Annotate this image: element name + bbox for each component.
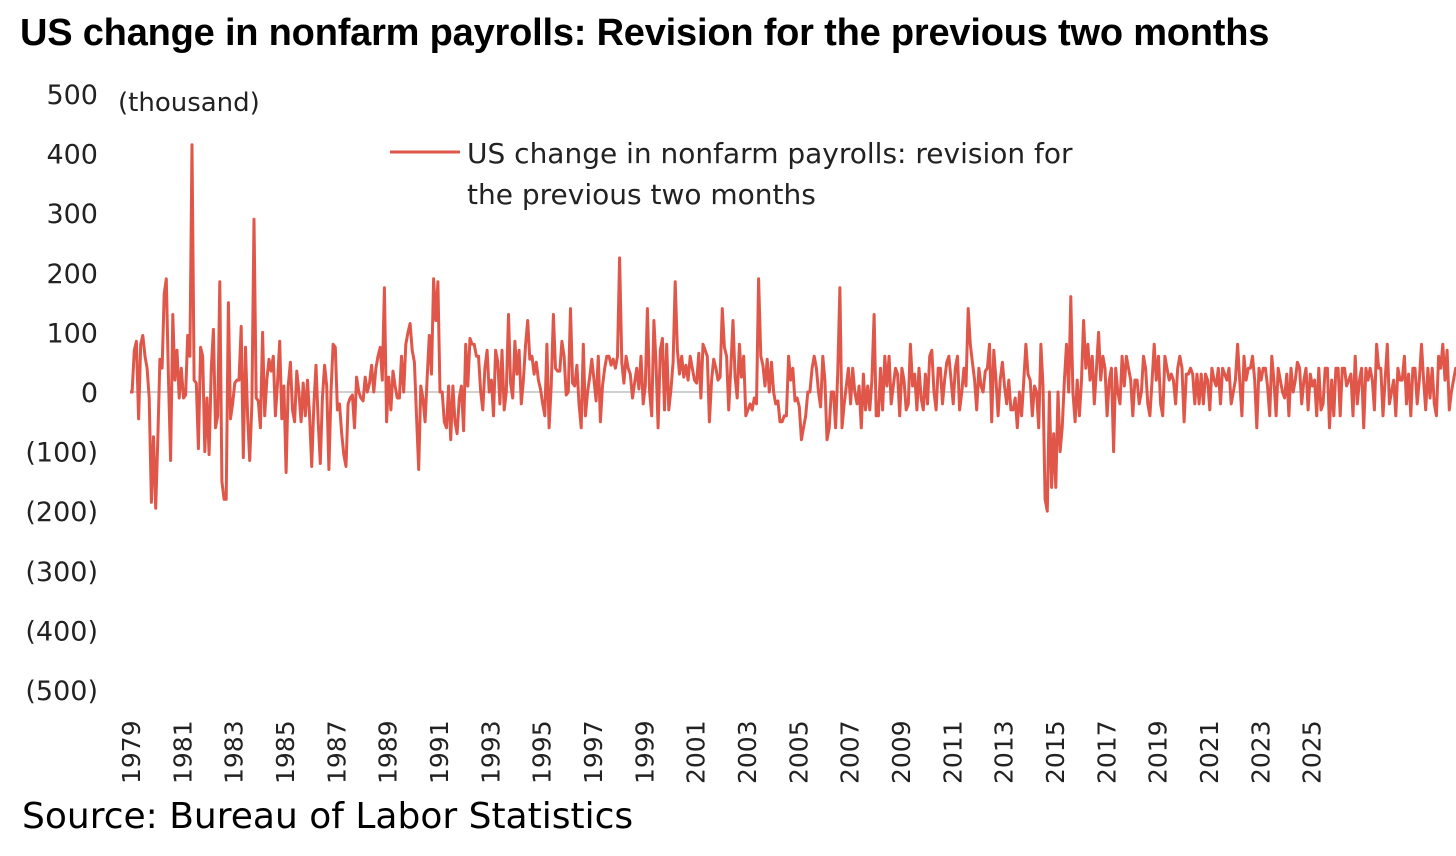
x-axis: 1979 1981 1983 1985 1987 1989 1991 1993 1995 1997…	[117, 720, 1327, 784]
y-axis-label: (thousand)	[118, 88, 260, 118]
x-tick-label: 2003	[733, 720, 762, 784]
y-tick-label: (400)	[25, 616, 98, 647]
y-tick-label: (300)	[25, 557, 98, 588]
y-tick-label: 0	[81, 378, 98, 409]
x-tick-label: 2025	[1298, 720, 1327, 784]
x-tick-label: 2011	[938, 720, 967, 784]
legend-label-line2: the previous two months	[467, 178, 816, 211]
y-axis: 500 400 300 200 100 0 (100) (200) (300) (400) (500…	[25, 80, 98, 707]
x-tick-label: 2023	[1246, 720, 1275, 784]
legend: US change in nonfarm payrolls: revision …	[390, 137, 1073, 211]
y-tick-label: (100)	[25, 438, 98, 469]
legend-label-line1: US change in nonfarm payrolls: revision …	[467, 137, 1073, 170]
x-tick-label: 2017	[1092, 720, 1121, 784]
y-tick-label: 100	[46, 318, 98, 349]
x-tick-label: 2019	[1144, 720, 1173, 784]
x-tick-label: 1997	[579, 720, 608, 784]
x-tick-label: 1979	[117, 720, 146, 784]
x-tick-label: 1991	[425, 720, 454, 784]
source-note: Source: Bureau of Labor Statistics	[22, 796, 634, 837]
y-tick-label: 200	[46, 259, 98, 290]
x-tick-label: 2009	[887, 720, 916, 784]
y-tick-label: (200)	[25, 497, 98, 528]
y-tick-label: 300	[46, 199, 98, 230]
x-tick-label: 2007	[836, 720, 865, 784]
x-tick-label: 2001	[682, 720, 711, 784]
x-tick-label: 1989	[374, 720, 403, 784]
y-tick-label: 500	[46, 80, 98, 111]
y-tick-label: (500)	[25, 676, 98, 707]
chart-title: US change in nonfarm payrolls: Revision …	[20, 12, 1270, 54]
x-tick-label: 1985	[271, 720, 300, 784]
x-tick-label: 2015	[1041, 720, 1070, 784]
x-tick-label: 1999	[630, 720, 659, 784]
x-tick-label: 1981	[168, 720, 197, 784]
x-tick-label: 1995	[528, 720, 557, 784]
series-line	[130, 143, 1456, 513]
x-tick-label: 2021	[1195, 720, 1224, 784]
x-tick-label: 1993	[476, 720, 505, 784]
x-tick-label: 1987	[322, 720, 351, 784]
x-tick-label: 2013	[990, 720, 1019, 784]
x-tick-label: 2005	[784, 720, 813, 784]
x-tick-label: 1983	[220, 720, 249, 784]
y-tick-label: 400	[46, 140, 98, 171]
